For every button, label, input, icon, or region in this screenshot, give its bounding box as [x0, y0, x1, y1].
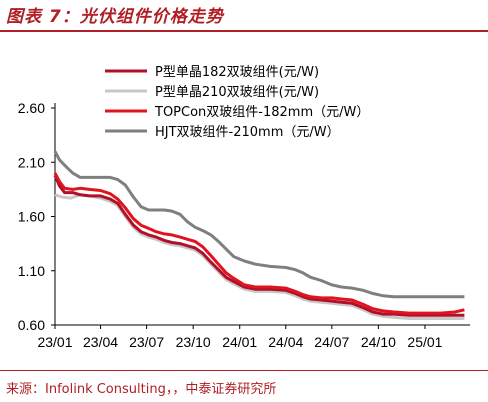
- chart-axes: 0.60 1.10 1.60 2.10 2.60 23/01 23/04 23/07 23/10…: [18, 100, 470, 350]
- x-tick-label: 24/04: [268, 334, 303, 350]
- x-tick-label: 23/01: [37, 334, 72, 350]
- source-rule: [0, 370, 488, 371]
- source-note: 来源：Infolink Consulting，，中泰证券研究所: [6, 382, 277, 397]
- series-line-3: [53, 150, 465, 299]
- x-tick-label: 24/10: [361, 334, 396, 350]
- series-line-1: [54, 193, 465, 320]
- legend-label-2: TOPCon双玻组件-182mm（元/W）: [154, 105, 369, 120]
- legend-label-0: P型单晶182双玻组件(元/W): [155, 65, 319, 80]
- legend-label-1: P型单晶210双玻组件(元/W): [155, 85, 319, 100]
- chart-legend: P型单晶182双玻组件(元/W) P型单晶210双玻组件(元/W) TOPCon双玻…: [105, 65, 369, 140]
- y-tick-label: 2.60: [18, 100, 45, 116]
- x-tick-label: 24/07: [314, 334, 349, 350]
- x-tick-label: 23/04: [83, 334, 118, 350]
- x-tick-label: 24/01: [222, 334, 257, 350]
- x-tick-label: 23/07: [129, 334, 164, 350]
- x-tick-label: 23/10: [176, 334, 211, 350]
- y-tick-label: 1.60: [18, 209, 45, 225]
- series-line-0: [53, 174, 465, 317]
- legend-label-3: HJT双玻组件-210mm（元/W）: [155, 125, 340, 140]
- x-tick-label: 25/01: [407, 334, 442, 350]
- y-tick-label: 2.10: [18, 154, 45, 170]
- y-tick-label: 0.60: [18, 317, 45, 333]
- chart-lines: [53, 150, 465, 320]
- title-rule: [0, 30, 488, 32]
- chart-title: 图表 7：光伏组件价格走势: [6, 7, 224, 27]
- y-tick-label: 1.10: [18, 263, 45, 279]
- series-line-2: [53, 172, 465, 315]
